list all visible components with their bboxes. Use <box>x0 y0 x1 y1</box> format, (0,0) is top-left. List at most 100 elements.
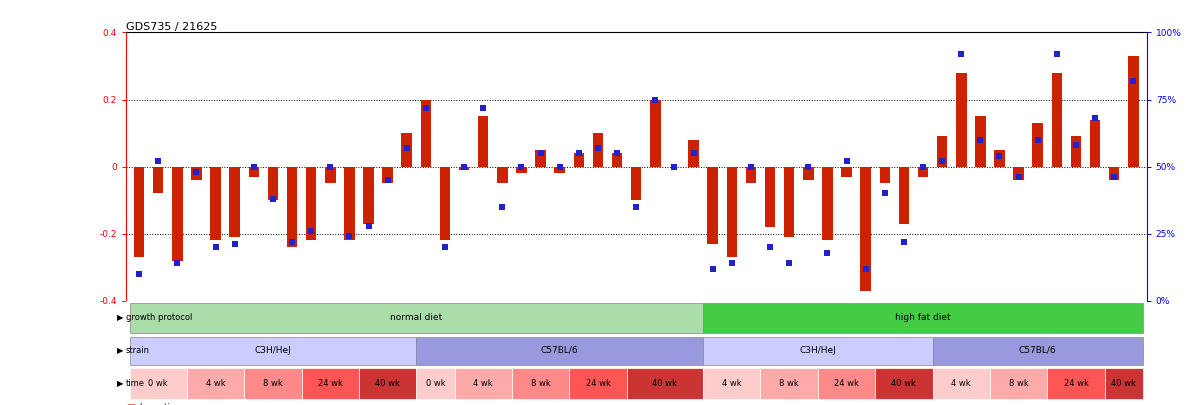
Bar <box>153 166 164 194</box>
Point <box>512 163 531 170</box>
Point <box>798 163 818 170</box>
Bar <box>760 369 818 399</box>
Bar <box>302 369 359 399</box>
Text: 8 wk: 8 wk <box>779 379 800 388</box>
Point <box>760 244 779 250</box>
Point <box>645 96 664 103</box>
Bar <box>1108 166 1119 180</box>
Bar <box>1047 369 1105 399</box>
Point <box>455 163 474 170</box>
Bar <box>535 150 546 166</box>
Text: growth protocol: growth protocol <box>126 313 193 322</box>
Bar <box>230 166 239 237</box>
Bar <box>326 166 335 183</box>
Bar <box>439 166 450 241</box>
Point <box>397 145 417 151</box>
Point <box>244 163 263 170</box>
Bar <box>918 166 928 177</box>
Text: 40 wk: 40 wk <box>652 379 678 388</box>
Bar <box>703 337 932 365</box>
Bar <box>192 166 201 180</box>
Point <box>990 153 1009 159</box>
Point <box>894 239 913 245</box>
Bar <box>937 136 947 166</box>
Bar <box>458 166 469 170</box>
Point <box>1047 51 1067 57</box>
Bar <box>417 337 703 365</box>
Text: 8 wk: 8 wk <box>263 379 282 388</box>
Point <box>683 150 703 156</box>
Bar <box>990 369 1047 399</box>
Point <box>722 260 741 266</box>
Point <box>570 150 589 156</box>
Text: ▶: ▶ <box>117 379 123 388</box>
Text: 24 wk: 24 wk <box>585 379 610 388</box>
Point <box>1028 136 1047 143</box>
Text: ■: ■ <box>126 403 135 405</box>
Bar <box>187 369 244 399</box>
Bar <box>1014 166 1023 180</box>
Point <box>168 260 187 266</box>
Text: C57BL/6: C57BL/6 <box>541 346 578 355</box>
Bar <box>727 166 737 257</box>
Point <box>531 150 551 156</box>
Bar <box>1128 56 1138 166</box>
Bar <box>707 166 718 244</box>
Bar <box>627 369 703 399</box>
Bar <box>497 166 508 183</box>
Bar <box>875 369 932 399</box>
Text: GDS735 / 21625: GDS735 / 21625 <box>126 21 217 32</box>
Bar <box>172 166 183 260</box>
Text: 24 wk: 24 wk <box>1064 379 1088 388</box>
Bar <box>703 303 1143 333</box>
Bar <box>573 153 584 166</box>
Point <box>741 163 760 170</box>
Bar <box>932 369 990 399</box>
Point <box>1009 174 1028 181</box>
Bar <box>420 100 431 166</box>
Bar <box>1052 72 1062 166</box>
Text: C3H/HeJ: C3H/HeJ <box>800 346 837 355</box>
Bar <box>382 166 393 183</box>
Point <box>474 104 493 111</box>
Text: 4 wk: 4 wk <box>206 379 225 388</box>
Point <box>1105 174 1124 181</box>
Bar <box>956 72 966 166</box>
Text: 8 wk: 8 wk <box>530 379 551 388</box>
Point <box>359 222 378 229</box>
Point <box>589 145 608 151</box>
Text: high fat diet: high fat diet <box>895 313 950 322</box>
Bar <box>129 303 703 333</box>
Text: 24 wk: 24 wk <box>318 379 342 388</box>
Text: 0 wk: 0 wk <box>426 379 445 388</box>
Bar <box>478 116 488 166</box>
Bar <box>861 166 871 291</box>
Bar <box>765 166 776 227</box>
Point <box>551 163 570 170</box>
Bar <box>932 337 1143 365</box>
Text: C57BL/6: C57BL/6 <box>1019 346 1057 355</box>
Point <box>493 204 512 210</box>
Point <box>875 190 894 197</box>
Point <box>263 196 282 202</box>
Text: 0 wk: 0 wk <box>148 379 168 388</box>
Bar <box>818 369 875 399</box>
Bar <box>244 369 302 399</box>
Point <box>417 104 436 111</box>
Bar <box>1089 119 1100 166</box>
Bar <box>746 166 757 183</box>
Bar <box>703 369 760 399</box>
Bar <box>650 100 661 166</box>
Bar <box>287 166 297 247</box>
Bar <box>612 153 622 166</box>
Bar <box>455 369 512 399</box>
Point <box>703 265 722 272</box>
Text: 4 wk: 4 wk <box>474 379 493 388</box>
Bar <box>1105 369 1143 399</box>
Bar <box>211 166 220 241</box>
Point <box>148 158 168 164</box>
Bar <box>554 166 565 173</box>
Bar <box>359 369 417 399</box>
Bar <box>306 166 316 241</box>
Point <box>436 244 455 250</box>
